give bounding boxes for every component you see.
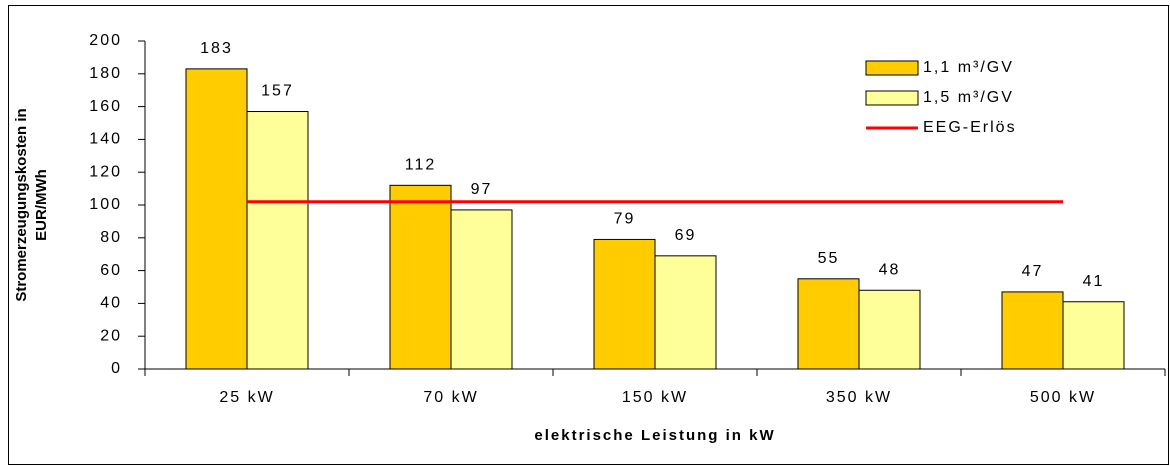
bar [797, 278, 860, 370]
y-tick-label: 80 [100, 229, 122, 246]
value-label: 112 [405, 157, 437, 174]
legend-label: 1,5 m³/GV [923, 89, 1014, 106]
value-label: 55 [818, 250, 840, 267]
x-tick-label: 350 kW [826, 389, 892, 406]
legend-label: EEG-Erlös [923, 119, 1017, 136]
value-label: 79 [614, 211, 636, 228]
bar [654, 255, 717, 370]
bar [450, 209, 513, 370]
y-axis-label: EUR/MWh [33, 169, 50, 241]
value-label: 157 [261, 83, 294, 100]
x-axis-label: elektrische Leistung in kW [534, 427, 775, 444]
x-tick-label: 500 kW [1030, 389, 1096, 406]
value-label: 41 [1083, 273, 1105, 290]
x-tick-label: 25 kW [219, 389, 274, 406]
y-tick-label: 200 [89, 32, 122, 49]
y-axis-label: Stromerzeugungskosten in [13, 108, 30, 301]
bar [593, 238, 656, 370]
bar [1062, 301, 1125, 370]
y-tick-label: 40 [100, 295, 122, 312]
y-tick-label: 160 [89, 98, 122, 115]
y-tick-label: 100 [89, 196, 122, 213]
y-tick-label: 180 [89, 65, 122, 82]
y-tick-label: 20 [100, 327, 122, 344]
value-label: 97 [471, 181, 493, 198]
y-tick-label: 120 [89, 163, 122, 180]
legend-swatch [865, 90, 919, 106]
value-label: 183 [200, 40, 233, 57]
x-tick-label: 70 kW [423, 389, 478, 406]
x-tick-label: 150 kW [622, 389, 688, 406]
bar [246, 111, 309, 370]
y-tick-label: 60 [100, 262, 122, 279]
bar [389, 184, 452, 370]
value-label: 48 [879, 261, 901, 278]
legend-label: 1,1 m³/GV [923, 59, 1014, 76]
y-tick-label: 0 [111, 360, 122, 377]
legend-swatch [865, 60, 919, 76]
bar [858, 289, 921, 370]
value-label: 47 [1022, 263, 1044, 280]
frame [8, 5, 1169, 465]
value-label: 69 [675, 227, 697, 244]
bar [1001, 291, 1064, 370]
bar [185, 68, 248, 370]
y-tick-label: 140 [89, 131, 122, 148]
